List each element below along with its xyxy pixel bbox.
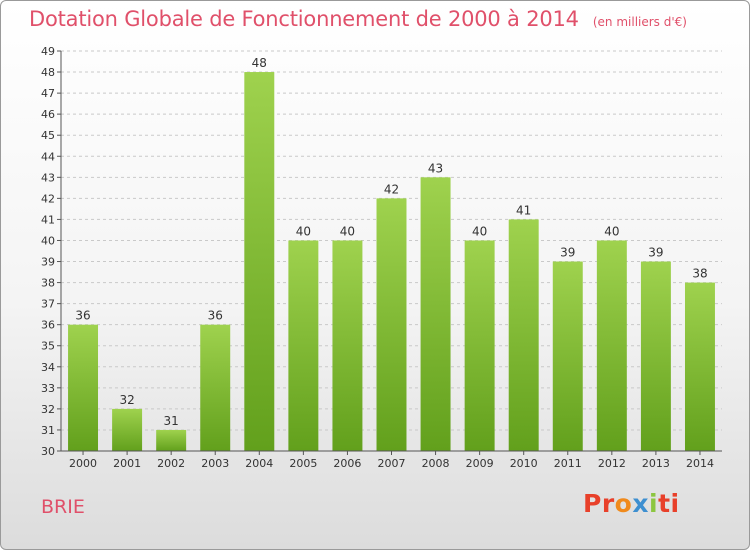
logo-part-1: Pr — [583, 489, 615, 518]
data-label: 40 — [340, 224, 355, 238]
data-label: 31 — [164, 414, 179, 428]
y-tick-label: 46 — [41, 108, 55, 121]
x-tick-label: 2003 — [201, 457, 229, 470]
data-label: 36 — [208, 309, 223, 323]
logo-part-3: x — [632, 489, 649, 518]
data-label: 38 — [692, 267, 707, 281]
x-tick-label: 2001 — [113, 457, 141, 470]
x-tick-label: 2012 — [598, 457, 626, 470]
y-tick-label: 49 — [41, 45, 55, 58]
y-tick-label: 48 — [41, 66, 55, 79]
data-label: 40 — [604, 224, 619, 238]
y-tick-label: 42 — [41, 192, 55, 205]
chart-title-text: Dotation Globale de Fonctionnement de 20… — [29, 7, 579, 31]
chart-title: Dotation Globale de Fonctionnement de 20… — [29, 7, 687, 31]
bar-2010 — [508, 219, 539, 451]
data-label: 41 — [516, 203, 531, 217]
y-tick-label: 40 — [41, 234, 55, 247]
logo-part-4: i — [648, 489, 659, 518]
x-tick-label: 2006 — [333, 457, 361, 470]
x-axis: 2000 2001 2002 2003 2004 2005 2006 2007 2008 2009… — [61, 450, 722, 470]
chart-subtitle: (en milliers d'€) — [592, 15, 687, 29]
bar-2001 — [112, 408, 143, 451]
bar-2007 — [376, 198, 407, 451]
x-tick-label: 2000 — [69, 457, 97, 470]
data-label: 32 — [119, 393, 134, 407]
y-tick-label: 38 — [41, 277, 55, 290]
x-tick-label: 2005 — [289, 457, 317, 470]
bar-2008 — [420, 177, 451, 451]
x-tick-label: 2008 — [422, 457, 450, 470]
bar-2005 — [288, 240, 319, 451]
y-tick-label: 35 — [41, 340, 55, 353]
y-tick-label: 30 — [41, 445, 55, 458]
y-tick-label: 44 — [41, 150, 55, 163]
y-tick-label: 37 — [41, 298, 55, 311]
commune-name: BRIE — [41, 496, 85, 518]
bar-2009 — [464, 240, 495, 451]
bar-2013 — [640, 261, 671, 451]
y-tick-label: 32 — [41, 403, 55, 416]
logo-part-2: o — [614, 489, 633, 518]
data-label: 40 — [296, 224, 311, 238]
x-tick-label: 2011 — [554, 457, 582, 470]
x-tick-label: 2014 — [686, 457, 714, 470]
data-label: 48 — [252, 56, 267, 70]
y-tick-label: 31 — [41, 424, 55, 437]
bar-2002 — [156, 429, 187, 451]
x-tick-label: 2002 — [157, 457, 185, 470]
y-tick-label: 39 — [41, 256, 55, 269]
bar-2006 — [332, 240, 363, 451]
x-tick-label: 2013 — [642, 457, 670, 470]
y-tick-label: 47 — [41, 87, 55, 100]
data-label: 39 — [560, 246, 575, 260]
data-label: 42 — [384, 182, 399, 196]
bar-2014 — [684, 282, 715, 451]
y-tick-label: 43 — [41, 171, 55, 184]
logo-part-5: ti — [658, 489, 680, 518]
data-label: 40 — [472, 224, 487, 238]
data-label: 36 — [75, 309, 90, 323]
x-tick-label: 2010 — [510, 457, 538, 470]
x-tick-label: 2007 — [378, 457, 406, 470]
y-tick-label: 45 — [41, 129, 55, 142]
bar-2003 — [200, 324, 231, 451]
x-tick-label: 2004 — [245, 457, 273, 470]
y-axis: 30 31 32 33 34 35 36 37 38 39 40 41 42 43 44 45 46 47 48 49 — [41, 45, 62, 458]
data-label: 39 — [648, 246, 663, 260]
y-tick-label: 36 — [41, 319, 55, 332]
bar-2012 — [596, 240, 627, 451]
y-tick-label: 41 — [41, 213, 55, 226]
bar-2004 — [244, 72, 275, 451]
x-tick-label: 2009 — [466, 457, 494, 470]
y-tick-label: 33 — [41, 382, 55, 395]
bar-2011 — [552, 261, 583, 451]
y-tick-label: 34 — [41, 361, 55, 374]
data-label: 43 — [428, 161, 443, 175]
proxiti-logo[interactable]: Proxiti — [583, 489, 680, 518]
bar-2000 — [68, 324, 99, 451]
bars: 36 32 31 36 48 40 40 42 43 40 41 39 40 39 38 — [68, 56, 715, 451]
